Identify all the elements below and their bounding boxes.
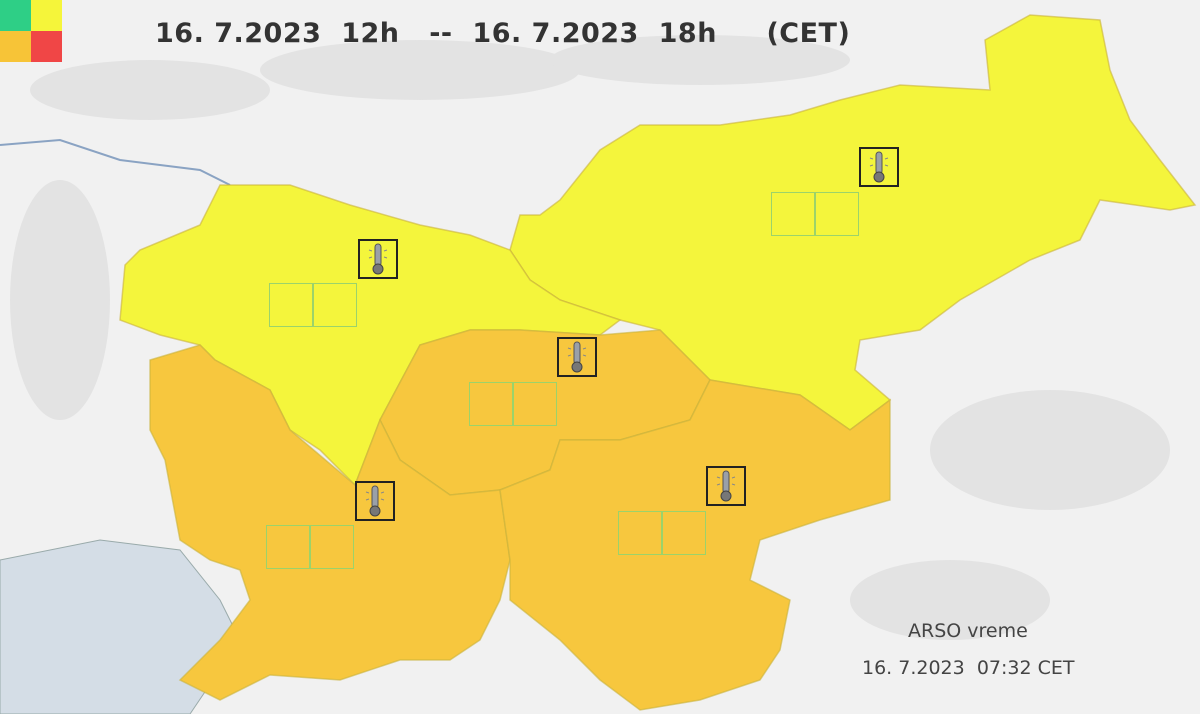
warning-legend (0, 0, 62, 62)
thermometer-icon[interactable] (355, 481, 395, 521)
terrain-shading (10, 35, 1170, 640)
period-title: 16. 7.2023 12h -- 16. 7.2023 18h (CET) (155, 18, 851, 49)
region-indicator-boxes (469, 382, 557, 426)
adriatic-sea (0, 539, 241, 714)
legend-red (31, 31, 62, 62)
legend-yellow (31, 0, 62, 31)
region-indicator-boxes (266, 525, 354, 569)
source-label: ARSO vreme (908, 620, 1028, 642)
legend-orange (0, 31, 31, 62)
legend-green (0, 0, 31, 31)
issued-timestamp: 16. 7.2023 07:32 CET (862, 657, 1075, 679)
region-southwest[interactable] (149, 344, 511, 701)
thermometer-icon[interactable] (706, 466, 746, 506)
region-indicator-boxes (618, 511, 706, 555)
region-southeast[interactable] (499, 379, 891, 711)
region-indicator-boxes (771, 192, 859, 236)
thermometer-icon[interactable] (557, 337, 597, 377)
region-indicator-boxes (269, 283, 357, 327)
thermometer-icon[interactable] (859, 147, 899, 187)
thermometer-icon[interactable] (358, 239, 398, 279)
border-line (0, 138, 231, 186)
